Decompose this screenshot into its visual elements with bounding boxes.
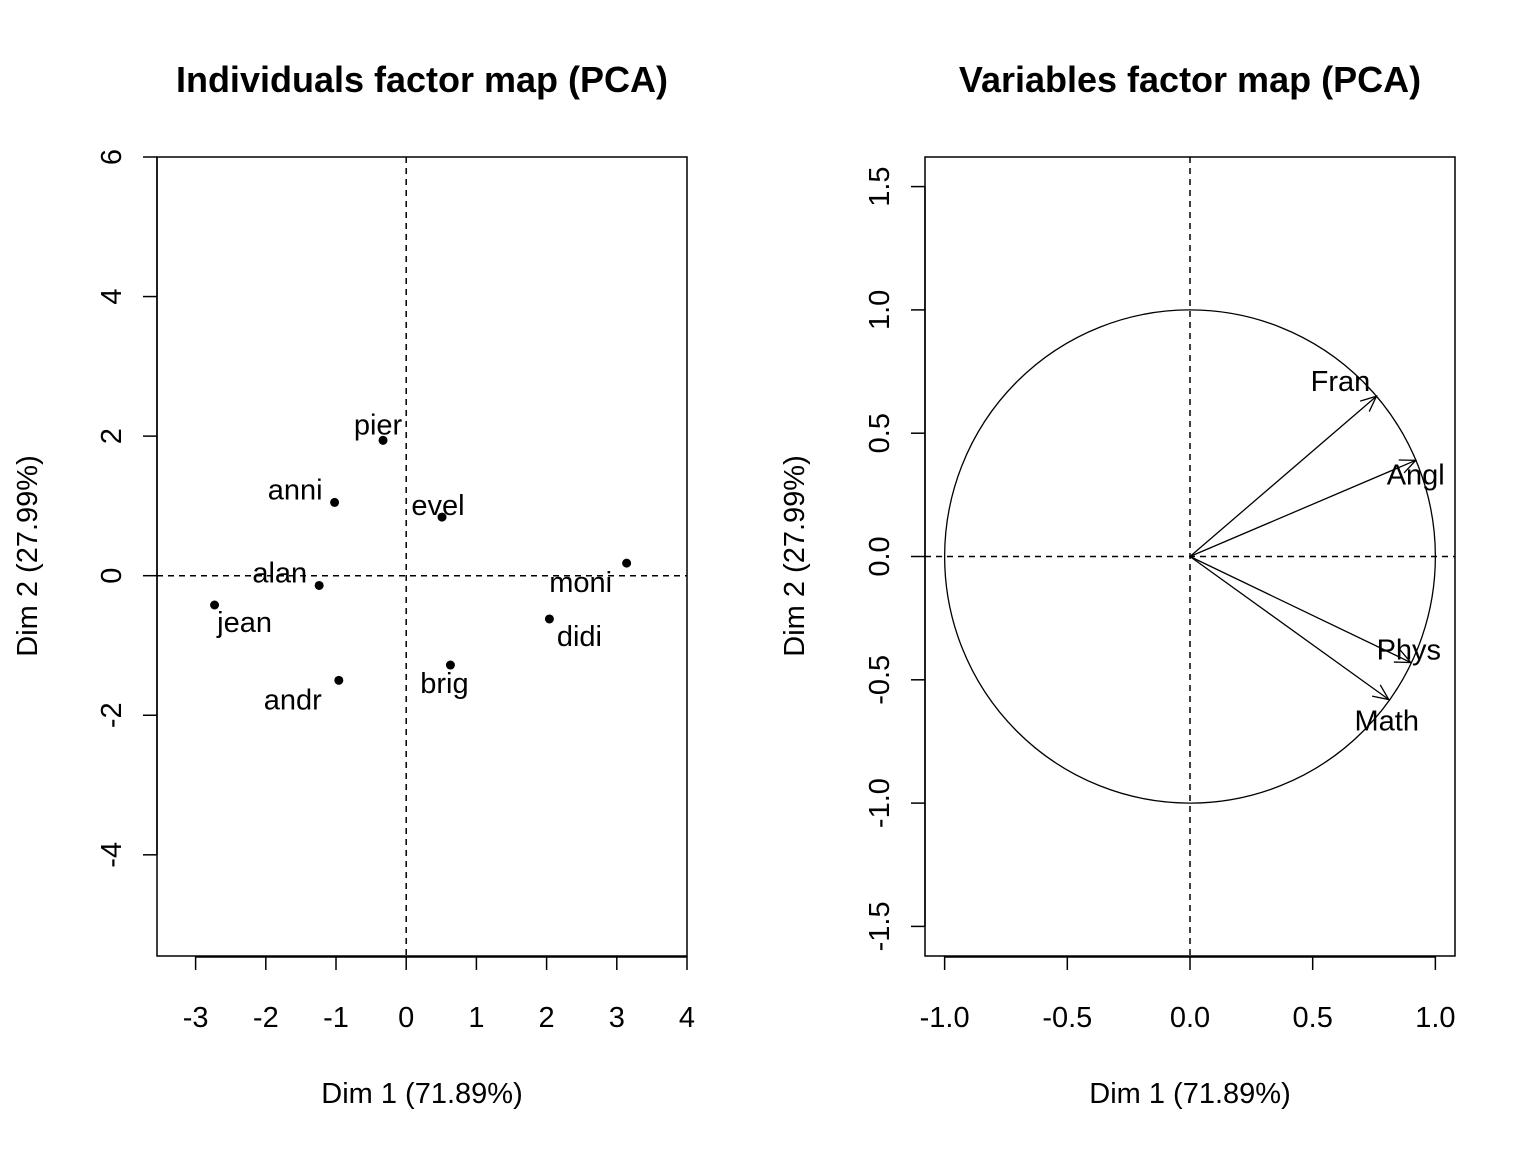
individual-point-andr [334, 675, 344, 685]
individuals-x-tick-label: 1 [468, 1002, 484, 1034]
variables-factor-map: Variables factor map (PCA) Dim 1 (71.89%… [779, 59, 1456, 1110]
variables-y-tick-label: -1.0 [864, 778, 896, 828]
individual-point-jean [210, 600, 220, 610]
individuals-y-tick-label: -2 [96, 702, 128, 728]
individuals-factor-map: Individuals factor map (PCA) Dim 1 (71.8… [12, 59, 695, 1110]
variables-y-tick-label: -0.5 [864, 655, 896, 705]
individuals-plot-frame [156, 156, 688, 957]
individuals-x-tick-label: -2 [253, 1002, 279, 1034]
individuals-y-tick-label: 0 [96, 568, 128, 584]
variables-chart-title: Variables factor map (PCA) [959, 59, 1421, 100]
individuals-x-tick-label: -1 [323, 1002, 349, 1034]
individual-label-andr: andr [264, 684, 322, 716]
individual-label-alan: alan [252, 557, 307, 589]
individual-label-moni: moni [549, 567, 612, 599]
variables-x-tick-label: -1.0 [920, 1002, 970, 1034]
vector-arrowhead-phys [1393, 649, 1413, 664]
vector-label-phys: Phys [1377, 635, 1441, 667]
vector-arrowhead-math [1371, 684, 1391, 701]
variables-y-axis-label: Dim 2 (27.99%) [779, 455, 811, 656]
individuals-x-tick-label: 2 [539, 1002, 555, 1034]
vector-label-fran: Fran [1311, 366, 1371, 398]
variables-x-tick-label: 0.5 [1293, 1002, 1333, 1034]
individual-point-pier [378, 435, 388, 445]
vector-label-angl: Angl [1387, 459, 1445, 491]
individual-label-jean: jean [216, 607, 272, 639]
individuals-y-tick-label: 6 [96, 149, 128, 165]
individual-label-anni: anni [268, 474, 323, 506]
individuals-x-tick-label: 0 [398, 1002, 414, 1034]
individual-point-didi [544, 614, 554, 624]
individuals-x-tick-label: 3 [609, 1002, 625, 1034]
individuals-y-tick-label: 4 [96, 288, 128, 304]
variables-y-tick-label: 1.5 [864, 166, 896, 206]
individual-point-anni [330, 497, 340, 507]
vector-arrowhead-fran [1360, 395, 1378, 412]
variables-x-tick-label: 0.0 [1170, 1002, 1210, 1034]
individuals-x-tick-label: 4 [679, 1002, 695, 1034]
variables-unit-circle [943, 309, 1437, 804]
variables-x-axis-label: Dim 1 (71.89%) [1089, 1078, 1290, 1110]
vector-label-math: Math [1355, 706, 1419, 738]
individual-label-didi: didi [557, 621, 602, 653]
individual-point-evel [437, 512, 447, 522]
vector-arrowhead-angl [1398, 459, 1418, 474]
individuals-x-tick-label: -3 [183, 1002, 209, 1034]
vector-phys [1189, 555, 1412, 664]
individuals-y-ticks: -4 -2 0 2 4 6 [96, 149, 158, 868]
individuals-y-tick-label: 2 [96, 428, 128, 444]
individuals-x-axis-label: Dim 1 (71.89%) [321, 1078, 522, 1110]
vector-math [1189, 555, 1390, 701]
vector-fran [1189, 395, 1377, 557]
variables-y-tick-label: -1.5 [864, 901, 896, 951]
individuals-reference-lines [157, 157, 687, 956]
variables-y-tick-label: 0.0 [864, 536, 896, 576]
individuals-x-ticks: -3 -2 -1 0 1 2 3 4 [183, 956, 695, 1034]
individual-point-alan [314, 580, 324, 590]
variables-vectors: Fran Angl Phys Math [1189, 366, 1445, 738]
individual-point-brig [445, 660, 455, 670]
individual-label-brig: brig [420, 668, 468, 700]
individuals-points: pier anni evel moni alan jean didi brig andr [210, 409, 632, 716]
variables-x-tick-label: 1.0 [1415, 1002, 1455, 1034]
variables-y-tick-label: 0.5 [864, 413, 896, 453]
correlation-circle [943, 309, 1437, 804]
variables-x-tick-label: -0.5 [1042, 1002, 1092, 1034]
individual-label-pier: pier [354, 409, 403, 441]
variables-y-tick-label: 1.0 [864, 290, 896, 330]
individual-label-evel: evel [411, 490, 464, 522]
individuals-y-tick-label: -4 [96, 842, 128, 868]
individual-point-moni [622, 558, 632, 568]
variables-x-ticks: -1.0 -0.5 0.0 0.5 1.0 [920, 956, 1456, 1034]
vector-angl [1189, 459, 1416, 558]
individuals-y-axis-label: Dim 2 (27.99%) [12, 455, 44, 656]
variables-y-ticks: -1.5 -1.0 -0.5 0.0 0.5 1.0 1.5 [864, 166, 926, 951]
individuals-chart-title: Individuals factor map (PCA) [176, 59, 668, 100]
